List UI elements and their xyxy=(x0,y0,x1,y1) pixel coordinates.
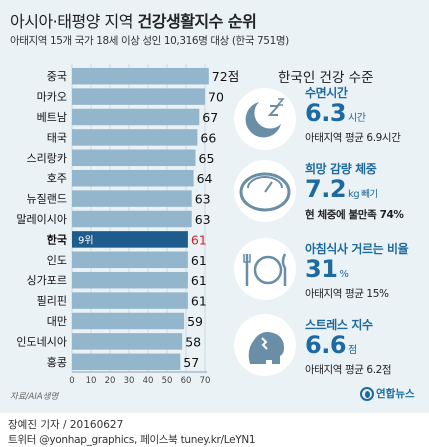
category-label: 한국 xyxy=(47,232,67,246)
sleep-note: 아태지역 평균 6.9시간 xyxy=(305,132,401,144)
value-label: 65 xyxy=(199,151,215,166)
bar xyxy=(72,108,200,126)
x-tick-label: 30 xyxy=(124,376,135,386)
value-label: 66 xyxy=(200,130,216,145)
footer-credit: 장예진 기자 / 20160627 xyxy=(8,419,124,431)
value-label: 70 xyxy=(208,90,224,105)
value-label: 64 xyxy=(197,171,213,186)
category-label: 베트남 xyxy=(37,111,67,124)
logo-mark-icon xyxy=(360,386,374,401)
infographic-panel xyxy=(0,0,429,413)
value-label: 67 xyxy=(202,110,218,125)
value-label: 57 xyxy=(183,355,199,370)
bar xyxy=(72,271,188,289)
bar xyxy=(72,88,205,105)
stress-note: 아태지역 평균 6.2점 xyxy=(305,364,392,376)
stress-label: 스트레스 지수 xyxy=(305,318,373,332)
value-label: 61 xyxy=(191,253,207,268)
source-note: 자료/AIA생명 xyxy=(10,392,59,402)
value-label: 63 xyxy=(195,192,211,207)
category-label: 호주 xyxy=(47,172,67,185)
bar xyxy=(72,231,188,248)
value-label: 58 xyxy=(185,334,201,349)
category-label: 스리랑카 xyxy=(27,152,67,165)
weight-value: 7.2 kg 빼기 xyxy=(305,175,378,203)
x-tick-label: 40 xyxy=(143,376,154,386)
bar xyxy=(72,251,188,269)
value-label: 61 xyxy=(191,232,207,247)
x-tick-label: 0 xyxy=(69,376,74,386)
bar xyxy=(72,333,183,350)
category-label: 필리핀 xyxy=(37,295,67,308)
scale-icon xyxy=(234,160,296,222)
x-tick-label: 60 xyxy=(181,376,192,386)
bar xyxy=(72,190,192,207)
x-tick-label: 70 xyxy=(200,376,211,386)
no-breakfast-icon xyxy=(234,238,296,300)
breakfast-label: 아침식사 거르는 비율 xyxy=(305,242,409,256)
x-tick-label: 50 xyxy=(162,376,173,386)
bar xyxy=(72,312,185,330)
category-label: 말레이시아 xyxy=(16,213,67,226)
category-label: 중국 xyxy=(47,70,67,83)
x-tick-label: 10 xyxy=(86,376,97,386)
stress-value: 6.6 점 xyxy=(305,331,357,359)
value-label: 61 xyxy=(191,294,207,309)
weight-note: 현 체중에 불만족 74% xyxy=(305,209,404,221)
bar xyxy=(72,169,194,187)
page-title: 아시아·태평양 지역 건강생활지수 순위 xyxy=(10,12,257,31)
x-tick-label: 20 xyxy=(105,376,116,386)
sleep-value: 6.3 시간 xyxy=(305,99,366,127)
bar xyxy=(72,129,198,146)
category-label: 싱가포르 xyxy=(27,274,67,287)
value-label: 63 xyxy=(195,212,211,227)
yonhap-logo: 연합뉴스 xyxy=(360,386,415,401)
health-level-title: 한국인 건강 수준 xyxy=(278,70,374,86)
page-subtitle: 아태지역 15개 국가 18세 이상 성인 10,316명 대상 (한국 751… xyxy=(10,35,289,47)
weight-label: 희망 감량 체중 xyxy=(305,162,377,176)
value-label: 72점 xyxy=(212,69,239,84)
bar xyxy=(72,292,188,309)
bar xyxy=(72,149,196,167)
bar xyxy=(72,353,181,371)
category-label: 태국 xyxy=(47,131,67,144)
sleep-icon xyxy=(234,88,296,150)
breakfast-note: 아태지역 평균 15% xyxy=(305,288,389,300)
bar xyxy=(72,67,209,85)
category-label: 대만 xyxy=(47,315,67,328)
stress-icon xyxy=(234,314,296,376)
category-label: 인도네시아 xyxy=(16,335,67,348)
category-label: 마카오 xyxy=(37,91,67,104)
value-label: 59 xyxy=(187,314,203,329)
category-label: 인도 xyxy=(47,254,67,267)
value-label: 61 xyxy=(191,273,207,288)
footer-social: 트위터 @yonhap_graphics, 페이스북 tuney.kr/LeYN… xyxy=(8,434,256,446)
category-label: 뉴질랜드 xyxy=(27,193,67,206)
sleep-label: 수면시간 xyxy=(305,86,348,100)
breakfast-value: 31% xyxy=(305,255,349,283)
rank-label: 9위 xyxy=(78,233,94,246)
bar xyxy=(72,210,192,228)
category-label: 홍콩 xyxy=(47,355,67,369)
